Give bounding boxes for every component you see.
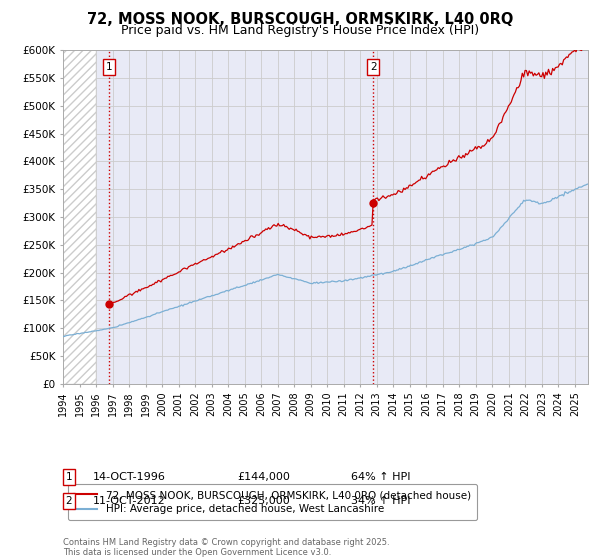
Legend: 72, MOSS NOOK, BURSCOUGH, ORMSKIRK, L40 0RQ (detached house), HPI: Average price: 72, MOSS NOOK, BURSCOUGH, ORMSKIRK, L40 … (68, 484, 477, 520)
Text: £325,000: £325,000 (237, 496, 290, 506)
Text: 34% ↑ HPI: 34% ↑ HPI (351, 496, 410, 506)
Text: 1: 1 (106, 62, 112, 72)
Text: Contains HM Land Registry data © Crown copyright and database right 2025.
This d: Contains HM Land Registry data © Crown c… (63, 538, 389, 557)
Text: 2: 2 (370, 62, 377, 72)
Text: 72, MOSS NOOK, BURSCOUGH, ORMSKIRK, L40 0RQ: 72, MOSS NOOK, BURSCOUGH, ORMSKIRK, L40 … (87, 12, 513, 27)
Text: 64% ↑ HPI: 64% ↑ HPI (351, 472, 410, 482)
Text: 2: 2 (65, 496, 73, 506)
Text: Price paid vs. HM Land Registry's House Price Index (HPI): Price paid vs. HM Land Registry's House … (121, 24, 479, 37)
Text: 11-OCT-2012: 11-OCT-2012 (93, 496, 166, 506)
Text: 14-OCT-1996: 14-OCT-1996 (93, 472, 166, 482)
Text: £144,000: £144,000 (237, 472, 290, 482)
Text: 1: 1 (65, 472, 73, 482)
